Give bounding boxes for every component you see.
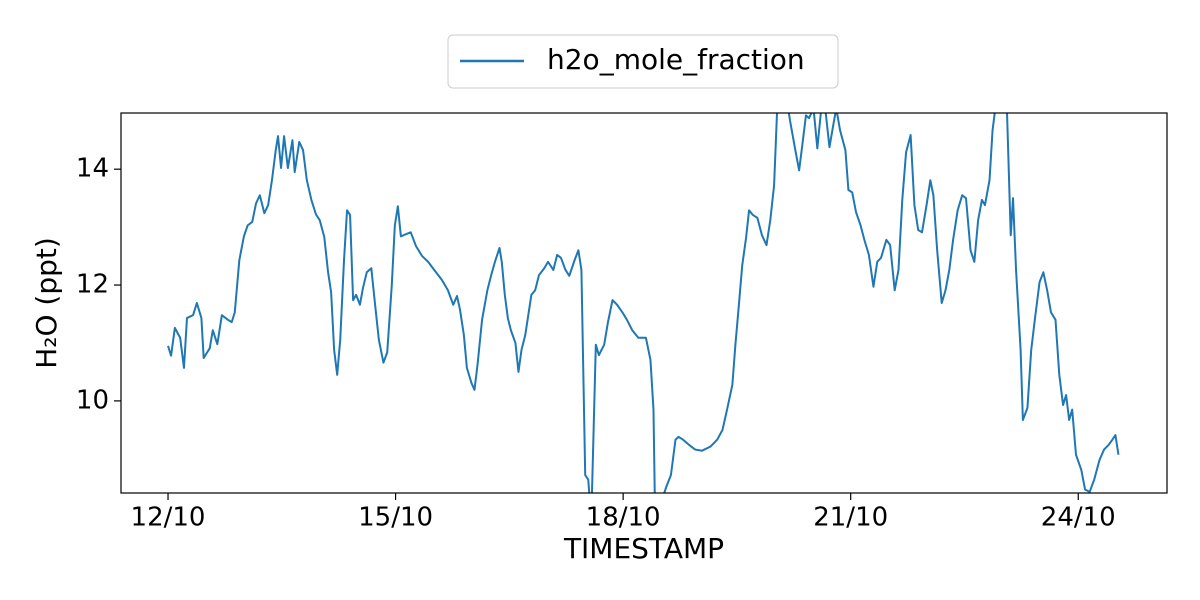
axes-frame [120,112,1168,494]
x-tick-label: 21/10 [813,503,888,533]
y-tick-label: 14 [76,154,109,184]
data-line [167,113,1120,493]
x-axis-label: TIMESTAMP [563,532,724,565]
legend: h2o_mole_fraction [447,34,839,89]
y-tick-label: 12 [76,270,109,300]
x-tick-label: 18/10 [586,503,661,533]
x-tick-label: 24/10 [1041,503,1116,533]
plot-area [167,113,1120,493]
x-tick-label: 12/10 [131,503,206,533]
legend-box [447,34,839,89]
legend-label: h2o_mole_fraction [547,43,805,76]
y-tick-label: 10 [76,385,109,415]
y-axis-label: H₂O (ppt) [30,237,63,369]
x-tick-label: 15/10 [358,503,433,533]
